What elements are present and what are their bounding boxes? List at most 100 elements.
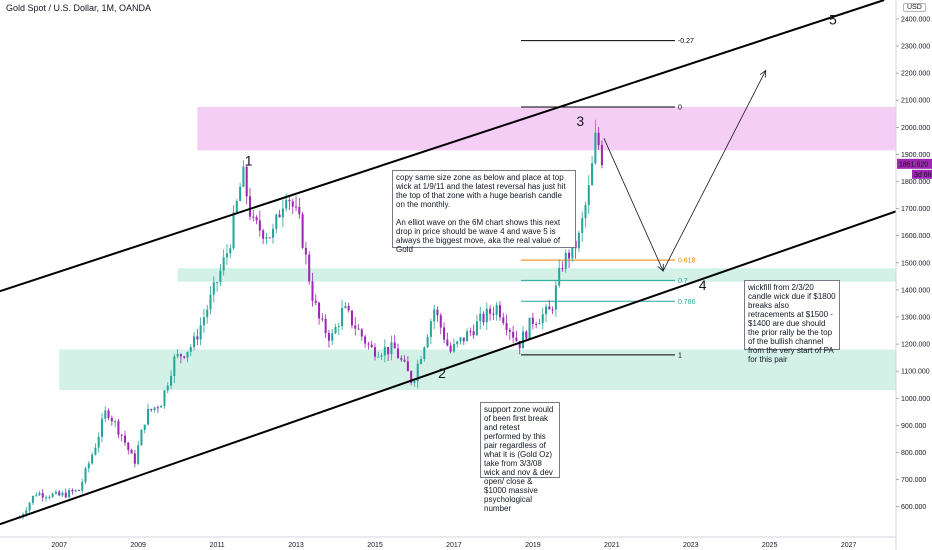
countdown-value: 3d 6h [914, 172, 932, 179]
candle-body [137, 445, 140, 464]
candle-body [482, 313, 485, 323]
price-tick-label: 1000.000 [901, 396, 930, 403]
candle-body [535, 323, 538, 325]
candle-body [462, 337, 465, 342]
time-tick-label: 2007 [51, 542, 67, 549]
candle-body [64, 492, 67, 498]
candle-body [515, 337, 518, 342]
candle-body [538, 323, 541, 325]
candle-body [285, 199, 288, 209]
candle-body [475, 321, 478, 336]
candle-body [150, 408, 153, 411]
candle-body [600, 145, 603, 166]
candle-body [420, 359, 423, 364]
candle-body [271, 228, 275, 238]
candle-body [45, 497, 48, 499]
currency-selector[interactable]: USD [903, 3, 926, 12]
candle-body [545, 306, 548, 315]
candle-body [110, 417, 113, 422]
candle-body [54, 491, 57, 494]
candle-body [449, 345, 452, 352]
annotation-note-top[interactable]: copy same size zone as below and place a… [392, 170, 576, 254]
candle-body [591, 163, 594, 186]
price-tick-label: 2100.000 [901, 98, 930, 105]
chart-title: Gold Spot / U.S. Dollar, 1M, OANDA [6, 3, 152, 13]
candle-body [48, 497, 51, 499]
candle-body [321, 318, 324, 320]
candle-body [176, 354, 179, 357]
price-tick-label: 2200.000 [901, 71, 930, 78]
wave-label-2: 2 [438, 365, 446, 381]
candle-body [275, 214, 278, 229]
candle-body [295, 206, 298, 208]
candle-body [146, 408, 150, 425]
candle-body [117, 421, 120, 435]
candle-body [489, 308, 492, 314]
fib-label-5: 1 [678, 352, 682, 359]
candle-body [512, 331, 515, 338]
candle-body [143, 424, 146, 430]
candle-body [410, 371, 413, 383]
candle-body [61, 492, 64, 496]
countdown-tag [912, 169, 932, 179]
candle-body [38, 493, 41, 496]
fib-label-1: 0 [678, 105, 682, 112]
fib-label-3: 0.7 [678, 278, 688, 285]
candle-body [396, 348, 400, 359]
candle-body [472, 331, 475, 336]
candle-body [160, 405, 163, 408]
candle-body [252, 216, 255, 218]
candle-body [170, 375, 173, 386]
candle-body [597, 132, 600, 146]
price-tick-label: 700.000 [901, 477, 926, 484]
candle-body [189, 347, 192, 352]
candle-body [568, 252, 571, 259]
candle-body [229, 248, 232, 254]
time-tick-label: 2025 [762, 542, 778, 549]
channel-line-0 [0, 0, 885, 293]
candle-body [202, 317, 205, 326]
candle-body [28, 502, 31, 511]
projection-arrow-up [759, 69, 767, 78]
candle-body [212, 282, 215, 295]
candle-body [245, 166, 248, 197]
candle-body [25, 510, 28, 515]
candle-body [423, 347, 426, 360]
candle-body [459, 337, 462, 342]
zone-1 [177, 268, 896, 282]
projection-path [603, 70, 767, 272]
candle-body [265, 237, 268, 239]
annotation-note-bottom[interactable]: support zone would of been first break a… [480, 402, 560, 513]
candle-body [84, 468, 87, 483]
price-tick-label: 600.000 [901, 504, 926, 511]
candle-body [281, 208, 284, 218]
candle-body [74, 490, 77, 492]
candle-body [380, 355, 383, 357]
candle-body [104, 410, 107, 419]
candle-body [301, 214, 304, 248]
price-tick-label: 1700.000 [901, 206, 930, 213]
candle-body [183, 356, 186, 358]
candle-body [466, 331, 469, 342]
candle-body [373, 347, 376, 357]
candle-body [209, 294, 212, 310]
candle-body [51, 493, 54, 498]
candle-body [508, 329, 511, 332]
annotation-note-right[interactable]: wickfill from 2/3/20 candle wick due if … [744, 280, 840, 364]
price-tick-label: 2000.000 [901, 125, 930, 132]
price-tick-label: 1800.000 [901, 179, 930, 186]
candle-body [133, 453, 136, 464]
candle-body [140, 429, 143, 446]
candle-body [364, 336, 367, 344]
candle-body [548, 306, 551, 310]
candle-body [91, 454, 94, 464]
candle-body [571, 240, 574, 259]
candle-body [235, 201, 238, 213]
candle-body [485, 308, 488, 323]
candle-body [94, 447, 97, 455]
candle-body [495, 305, 498, 315]
candle-body [443, 327, 446, 340]
candle-body [173, 356, 176, 376]
